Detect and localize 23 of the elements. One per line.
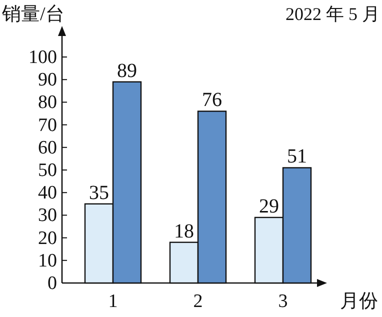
data-label: 29 bbox=[259, 195, 279, 218]
x-axis-title: 月份 bbox=[340, 291, 378, 312]
y-tick-label: 30 bbox=[38, 205, 57, 226]
y-tick-label: 0 bbox=[48, 273, 57, 294]
chart-title: 2022 年 5 月 bbox=[286, 4, 380, 24]
y-tick-label: 70 bbox=[38, 114, 57, 136]
data-label: 51 bbox=[287, 146, 307, 168]
data-label: 76 bbox=[202, 89, 222, 112]
y-axis-title: 销量/台 bbox=[1, 4, 64, 25]
y-tick-label: 20 bbox=[38, 228, 57, 249]
y-tick-label: 80 bbox=[38, 92, 57, 114]
data-label: 18 bbox=[174, 220, 194, 242]
x-tick-label: 2 bbox=[193, 291, 203, 312]
data-label: 35 bbox=[89, 182, 109, 204]
x-tick-label: 3 bbox=[278, 291, 288, 312]
y-tick-label: 10 bbox=[38, 250, 57, 272]
x-tick-label: 1 bbox=[108, 291, 118, 312]
y-tick-label: 90 bbox=[38, 70, 57, 91]
y-tick-label: 50 bbox=[38, 160, 57, 181]
data-label: 89 bbox=[117, 60, 137, 82]
y-tick-label: 60 bbox=[38, 137, 57, 158]
y-tick-label: 40 bbox=[38, 182, 57, 204]
y-tick-label: 100 bbox=[28, 47, 57, 68]
